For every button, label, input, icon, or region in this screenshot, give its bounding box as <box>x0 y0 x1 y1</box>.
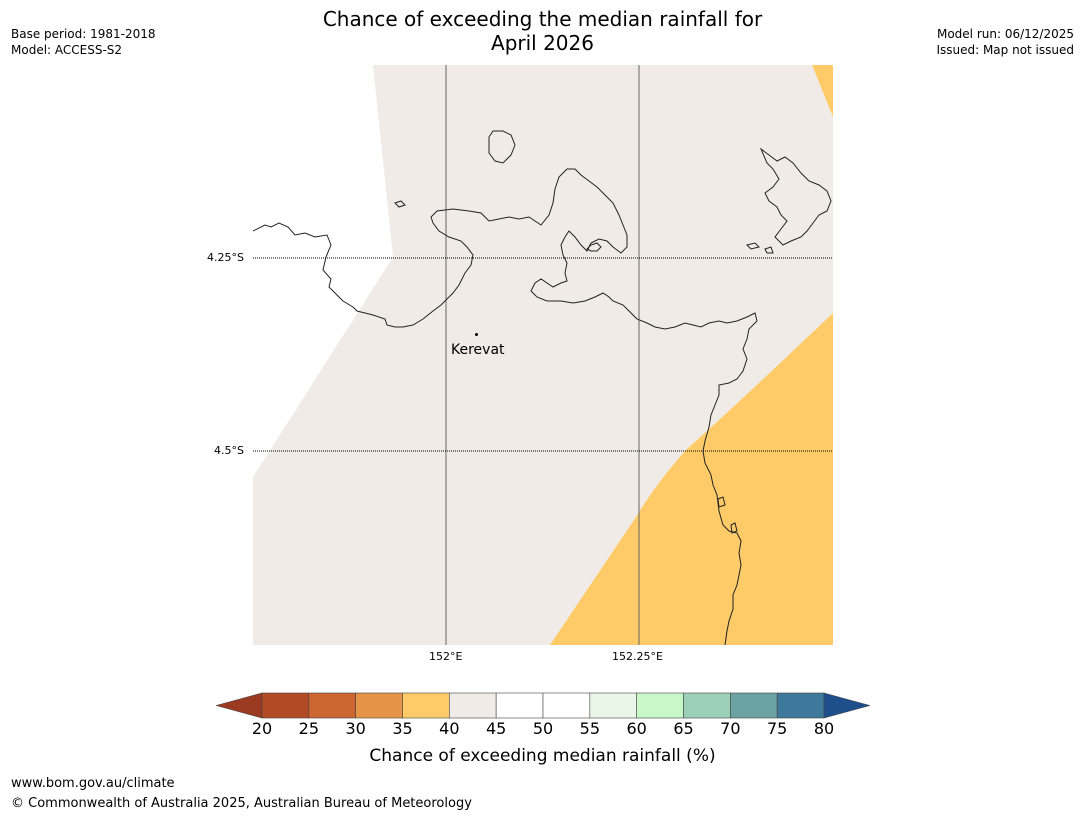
colorbar-segment <box>730 692 778 719</box>
map-title: Chance of exceeding the median rainfall … <box>0 7 1085 55</box>
colorbar-tick-labels: 20 25 30 35 40 45 50 55 60 65 70 75 80 <box>0 720 1085 740</box>
coastline-islet-3 <box>764 246 774 254</box>
below-median-region-south-east <box>550 313 833 645</box>
colorbar-segment <box>776 692 825 719</box>
below-median-region-north-east <box>812 65 833 117</box>
colorbar-tick-label: 40 <box>439 719 460 738</box>
colorbar-tick-label: 35 <box>392 719 413 738</box>
coastline-islet-2 <box>746 242 760 250</box>
footer-copyright: © Commonwealth of Australia 2025, Austra… <box>11 796 472 811</box>
coastline-mainland <box>253 168 758 645</box>
colorbar-segment <box>683 692 731 719</box>
coastline-islet-4 <box>717 496 726 508</box>
colorbar-segment <box>308 692 356 719</box>
title-line-2: April 2026 <box>491 31 594 55</box>
colorbar-segment <box>402 692 450 719</box>
colorbar-tick-label: 55 <box>579 719 600 738</box>
model-text: Model: ACCESS-S2 <box>11 43 123 57</box>
coastline-duke-of-york-island <box>488 130 516 164</box>
latitude-label-4-5s: 4.5°S <box>214 444 244 457</box>
coastline-inlet <box>586 242 602 252</box>
coastline-islet-5 <box>730 522 738 534</box>
title-line-1: Chance of exceeding the median rainfall … <box>322 7 763 31</box>
colorbar-segment <box>449 692 497 719</box>
header-left-info: Base period: 1981-2018 Model: ACCESS-S2 <box>11 26 156 58</box>
base-period-text: Base period: 1981-2018 <box>11 27 156 41</box>
colorbar-tick-label: 30 <box>345 719 366 738</box>
colorbar-segment <box>589 692 637 719</box>
kerevat-label: Kerevat <box>451 342 505 358</box>
coastline-new-ireland <box>759 147 832 246</box>
colorbar-title: Chance of exceeding median rainfall (%) <box>369 746 716 766</box>
colorbar-tick-label: 75 <box>766 719 788 738</box>
colorbar-tick-label: 65 <box>673 719 694 738</box>
header-right-info: Model run: 06/12/2025 Issued: Map not is… <box>936 26 1074 58</box>
colorbar <box>216 692 870 719</box>
issued-text: Issued: Map not issued <box>936 43 1074 57</box>
colorbar-segment <box>542 692 591 719</box>
colorbar-extend-high <box>823 692 870 719</box>
colorbar-segment <box>495 692 544 719</box>
colorbar-segment <box>636 692 684 719</box>
forecast-map[interactable] <box>253 65 833 645</box>
colorbar-tick-label: 80 <box>813 719 835 738</box>
colorbar-tick-label: 60 <box>626 719 647 738</box>
model-run-text: Model run: 06/12/2025 <box>936 27 1074 41</box>
kerevat-marker[interactable] <box>475 333 478 336</box>
neutral-probability-region <box>253 65 833 645</box>
colorbar-segment <box>355 692 403 719</box>
longitude-label-152-25e: 152.25°E <box>612 650 663 663</box>
latitude-label-4-25s: 4.25°S <box>207 251 244 264</box>
longitude-label-152e: 152°E <box>429 650 463 663</box>
colorbar-segment <box>261 692 310 719</box>
colorbar-tick-label: 45 <box>485 719 507 738</box>
map-canvas <box>253 65 833 645</box>
coastline-islet-1 <box>394 200 406 208</box>
colorbar-tick-label: 50 <box>532 719 554 738</box>
colorbar-extend-low <box>216 692 263 719</box>
colorbar-tick-label: 25 <box>298 719 319 738</box>
colorbar-tick-label: 70 <box>720 719 741 738</box>
footer-url: www.bom.gov.au/climate <box>11 776 175 791</box>
colorbar-tick-label: 20 <box>251 719 273 738</box>
